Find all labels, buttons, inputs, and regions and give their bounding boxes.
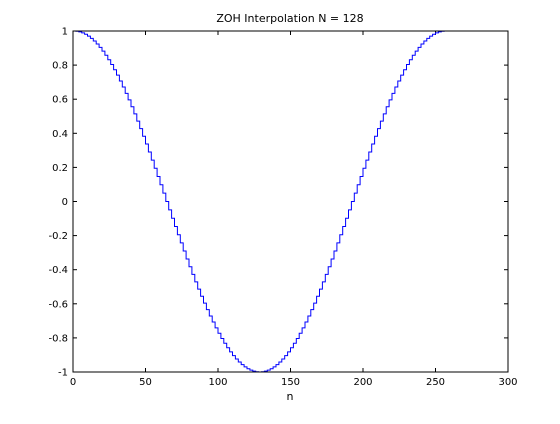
y-tick-label: -1 xyxy=(58,368,68,379)
x-tick-label: 150 xyxy=(281,377,300,388)
y-tick-label: 0.8 xyxy=(52,61,68,72)
x-tick-label: 200 xyxy=(353,377,372,388)
x-axis-label: n xyxy=(287,390,294,403)
y-tick-label: 0.6 xyxy=(52,95,68,106)
x-tick-label: 0 xyxy=(70,377,76,388)
axes-box xyxy=(72,30,509,373)
y-tick-label: -0.6 xyxy=(48,299,68,310)
ticks-layer: 0 50 100 150 200 250 300 -1 -0.8 -0.6 -0.4 -0.2 0 0.2… xyxy=(48,27,517,389)
y-tick-label: -0.2 xyxy=(48,231,68,242)
x-tick-label: 300 xyxy=(498,377,517,388)
x-tick-label: 250 xyxy=(426,377,445,388)
x-tick-label: 100 xyxy=(208,377,227,388)
y-tick-label: 0.2 xyxy=(52,163,68,174)
x-tick-label: 50 xyxy=(139,377,152,388)
chart-title: ZOH Interpolation N = 128 xyxy=(216,12,363,25)
y-tick-label: 1 xyxy=(62,27,68,38)
y-tick-label: -0.4 xyxy=(48,265,68,276)
y-tick-label: 0.4 xyxy=(52,129,68,140)
y-tick-label: -0.8 xyxy=(48,333,68,344)
y-tick-label: 0 xyxy=(62,197,68,208)
